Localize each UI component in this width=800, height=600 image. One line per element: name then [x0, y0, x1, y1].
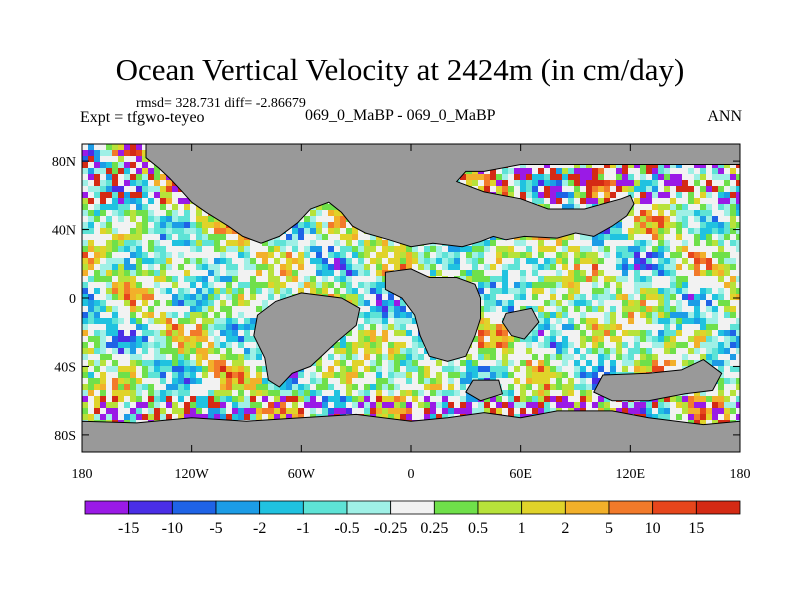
x-tick-label: 0: [408, 467, 415, 482]
colorbar-swatch: [652, 500, 697, 515]
colorbar-label: 1: [518, 520, 526, 537]
colorbar-label: 10: [645, 520, 661, 537]
colorbar-swatch: [346, 500, 392, 515]
colorbar-swatch: [564, 500, 610, 515]
colorbar-swatch: [433, 500, 479, 515]
y-tick-label: 40N: [52, 224, 76, 239]
colorbar-label: 2: [561, 520, 569, 537]
colorbar-label: 0.5: [468, 520, 488, 537]
land-south-america: [253, 292, 361, 388]
colorbar-label: -0.5: [334, 520, 359, 537]
y-tick-label: 80N: [52, 155, 76, 170]
colorbar-swatch: [215, 500, 261, 515]
colorbar-swatch: [128, 500, 173, 515]
x-tick-label: 60W: [288, 467, 316, 482]
land-india: [501, 307, 540, 340]
stats-text: rmsd= 328.731 diff= -2.86679: [136, 96, 306, 111]
chart-title: Ocean Vertical Velocity at 2424m (in cm/…: [115, 52, 685, 87]
colorbar-swatch: [521, 500, 566, 515]
land-antarctica: [82, 410, 740, 452]
colorbar-swatch: [259, 500, 304, 515]
colorbar-label: -1: [297, 520, 310, 537]
colorbar-swatch: [608, 500, 654, 515]
colorbar-swatch: [477, 500, 523, 515]
colorbar-swatch: [171, 500, 217, 515]
land-masses: [82, 144, 740, 452]
plot-area: [82, 144, 740, 452]
colorbar: -15 -10 -5 -2 -1 -0.5 -0.25 0.25 0.5 1 2 5 10 15: [84, 500, 741, 537]
y-tick-label: 0: [69, 292, 76, 307]
colorbar-label: -10: [162, 520, 183, 537]
x-tick-label: 120W: [175, 467, 210, 482]
colorbar-label: 0.25: [420, 520, 448, 537]
y-tick-label: 80S: [54, 429, 76, 444]
axis-ticks: 180 120W 60W 0 60E 120E 180 80N 40N 0 40S 80S: [52, 144, 751, 482]
colorbar-swatch: [695, 500, 741, 515]
x-tick-label: 60E: [509, 467, 532, 482]
colorbar-swatch: [390, 500, 435, 515]
x-tick-label: 180: [72, 467, 93, 482]
season-label: ANN: [707, 108, 742, 125]
land-australia: [593, 359, 723, 402]
colorbar-swatch: [84, 500, 130, 515]
case-label: 069_0_MaBP - 069_0_MaBP: [305, 107, 496, 124]
land-north: [145, 144, 740, 248]
colorbar-label: -15: [118, 520, 139, 537]
land-madagascar: [465, 379, 504, 402]
land-africa: [384, 268, 481, 362]
colorbar-label: 15: [688, 520, 704, 537]
x-tick-label: 120E: [616, 467, 646, 482]
colorbar-label: -5: [209, 520, 222, 537]
colorbar-label: -2: [253, 520, 266, 537]
colorbar-swatch: [302, 500, 348, 515]
y-tick-label: 40S: [54, 360, 76, 375]
colorbar-label: -0.25: [374, 520, 407, 537]
x-tick-label: 180: [730, 467, 751, 482]
experiment-label: Expt = tfgwo-teyeo: [80, 109, 205, 126]
colorbar-label: 5: [605, 520, 613, 537]
